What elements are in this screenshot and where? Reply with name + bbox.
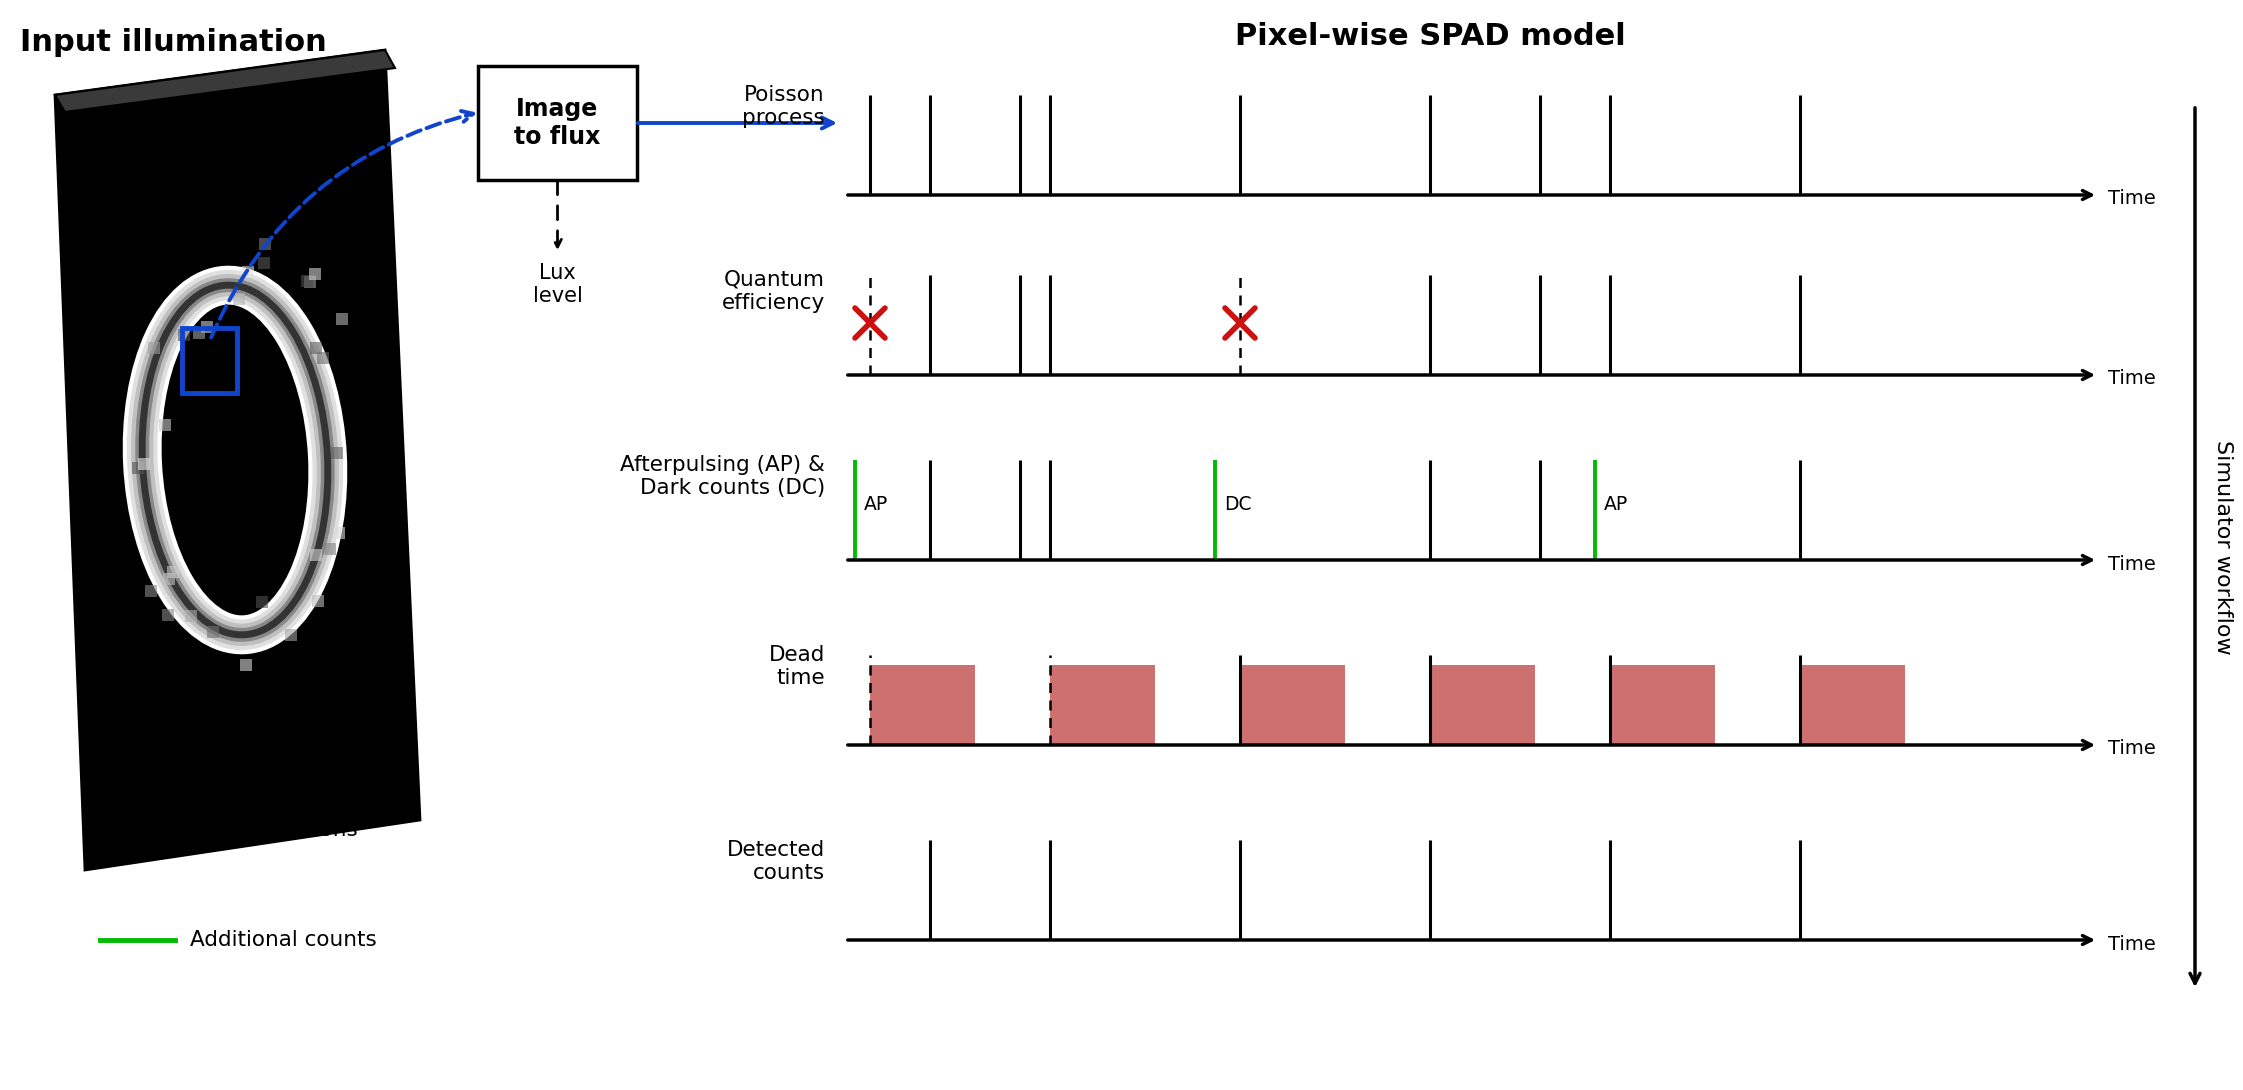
Text: Time: Time <box>2108 190 2156 208</box>
Text: Additional counts: Additional counts <box>191 930 377 950</box>
Bar <box>256 596 269 608</box>
Bar <box>159 419 170 431</box>
Text: DC: DC <box>1225 496 1252 514</box>
Text: Input illumination: Input illumination <box>20 28 327 57</box>
Bar <box>146 585 157 597</box>
Ellipse shape <box>170 332 301 588</box>
Bar <box>137 459 150 471</box>
Bar <box>193 327 204 339</box>
Text: AP: AP <box>1604 496 1628 514</box>
Text: Time: Time <box>2108 370 2156 388</box>
Text: Simulator workflow: Simulator workflow <box>2214 439 2234 654</box>
Bar <box>285 629 298 641</box>
Bar <box>330 448 343 460</box>
Bar <box>870 665 976 744</box>
Bar <box>184 609 197 621</box>
Text: Image
to flux: Image to flux <box>514 97 601 149</box>
Bar <box>310 342 323 354</box>
Bar <box>240 658 251 670</box>
Bar <box>1240 665 1346 744</box>
Bar <box>1610 665 1716 744</box>
Text: Dead
time: Dead time <box>769 645 825 688</box>
Bar <box>206 626 220 638</box>
Text: Lux
level: Lux level <box>532 263 583 306</box>
Text: Pixel-wise SPAD model: Pixel-wise SPAD model <box>1234 22 1626 51</box>
Bar <box>182 328 238 393</box>
Bar <box>258 257 269 269</box>
Bar <box>332 526 345 538</box>
Bar <box>161 609 173 621</box>
Bar <box>1431 665 1534 744</box>
Text: Quantum
efficiency: Quantum efficiency <box>722 270 825 313</box>
Text: AP: AP <box>864 496 888 514</box>
Bar <box>325 543 336 555</box>
Bar <box>305 276 316 288</box>
Text: Afterpulsing (AP) &
Dark counts (DC): Afterpulsing (AP) & Dark counts (DC) <box>619 455 825 498</box>
Bar <box>260 238 271 250</box>
Text: Detected
counts: Detected counts <box>727 840 825 883</box>
Text: Poisson
process: Poisson process <box>742 85 825 129</box>
Bar <box>312 595 323 607</box>
Bar <box>177 329 191 341</box>
Polygon shape <box>56 50 395 112</box>
Bar <box>310 267 321 279</box>
Bar <box>132 462 144 474</box>
Text: Missed photons: Missed photons <box>191 820 357 840</box>
Bar <box>1799 665 1904 744</box>
Bar <box>233 293 244 305</box>
Bar <box>202 320 213 332</box>
Text: Time: Time <box>2108 934 2156 954</box>
Bar <box>166 566 179 578</box>
Bar <box>148 341 159 353</box>
Text: Time: Time <box>2108 555 2156 573</box>
Text: Time: Time <box>2108 739 2156 759</box>
Bar <box>1050 665 1155 744</box>
Bar <box>310 549 323 561</box>
FancyBboxPatch shape <box>478 66 637 180</box>
Bar <box>242 266 253 278</box>
Bar <box>316 352 330 364</box>
Bar <box>301 275 312 287</box>
Polygon shape <box>56 50 419 870</box>
Bar <box>164 573 175 585</box>
Bar <box>336 313 348 325</box>
